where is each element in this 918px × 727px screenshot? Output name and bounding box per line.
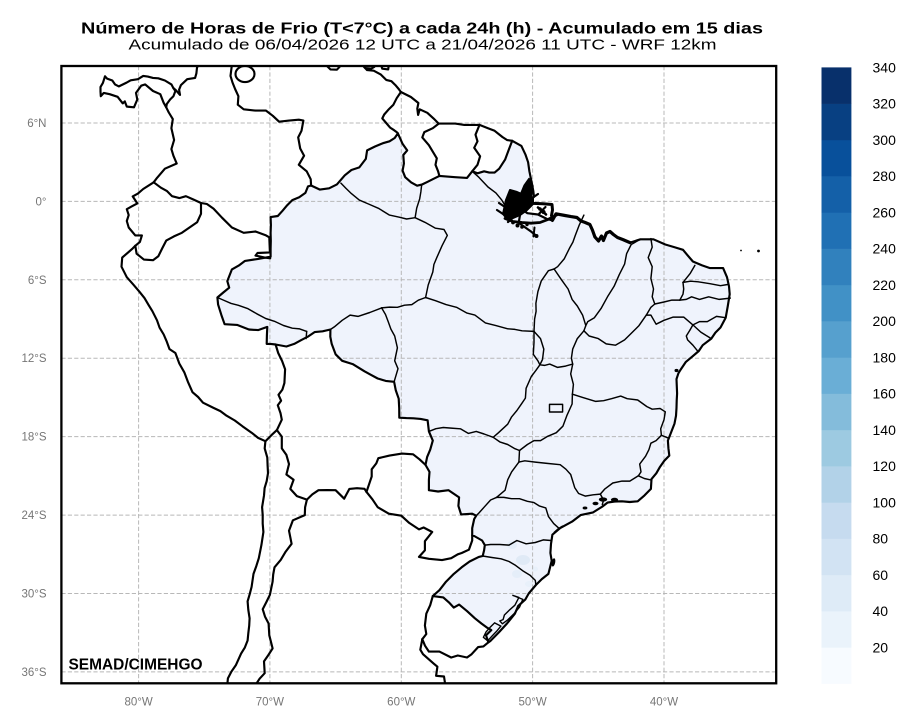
- svg-text:70°W: 70°W: [256, 697, 284, 709]
- svg-text:140: 140: [873, 422, 897, 438]
- svg-text:60: 60: [873, 567, 889, 583]
- svg-text:80: 80: [873, 531, 889, 547]
- svg-text:Número de Horas de Frio (T<7°C: Número de Horas de Frio (T<7°C) a cada 2…: [81, 21, 763, 38]
- svg-text:300: 300: [873, 132, 897, 148]
- svg-text:20: 20: [873, 639, 889, 655]
- svg-text:40: 40: [873, 603, 889, 619]
- svg-text:180: 180: [873, 349, 897, 365]
- svg-text:240: 240: [873, 241, 897, 257]
- svg-text:100: 100: [873, 494, 897, 510]
- svg-text:36°S: 36°S: [21, 667, 46, 679]
- svg-text:SEMAD/CIMEHGO: SEMAD/CIMEHGO: [69, 657, 203, 674]
- svg-text:280: 280: [873, 168, 897, 184]
- svg-text:80°W: 80°W: [124, 697, 152, 709]
- svg-text:0°: 0°: [36, 196, 47, 208]
- svg-text:12°S: 12°S: [21, 353, 46, 365]
- svg-text:50°W: 50°W: [518, 697, 546, 709]
- svg-text:24°S: 24°S: [21, 510, 46, 522]
- svg-text:220: 220: [873, 277, 897, 293]
- svg-text:200: 200: [873, 313, 897, 329]
- svg-text:120: 120: [873, 458, 897, 474]
- svg-text:18°S: 18°S: [21, 432, 46, 444]
- svg-text:340: 340: [873, 59, 897, 75]
- svg-text:Acumulado de 06/04/2026 12 UTC: Acumulado de 06/04/2026 12 UTC a 21/04/2…: [129, 37, 717, 53]
- svg-text:40°W: 40°W: [650, 697, 678, 709]
- svg-text:6°S: 6°S: [28, 275, 47, 287]
- svg-text:260: 260: [873, 204, 897, 220]
- svg-text:6°N: 6°N: [27, 118, 46, 130]
- svg-text:30°S: 30°S: [21, 589, 46, 601]
- svg-text:320: 320: [873, 96, 897, 112]
- svg-text:60°W: 60°W: [387, 697, 415, 709]
- svg-text:160: 160: [873, 386, 897, 402]
